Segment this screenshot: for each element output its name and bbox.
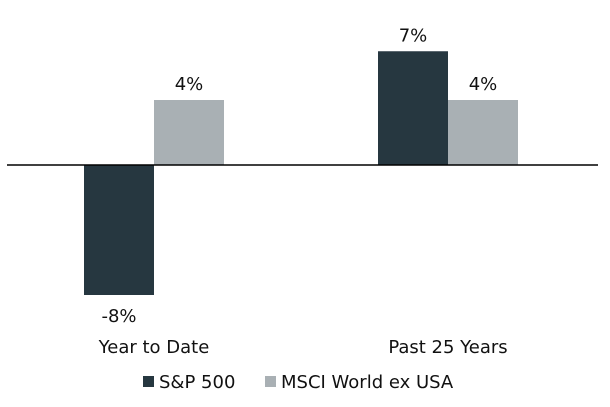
data-label-0-1: 4% [175,74,204,95]
bar-0-1 [154,100,224,165]
legend-swatch-msci [265,376,276,387]
data-label-0-0: -8% [101,306,136,327]
bar-1-0 [378,51,448,165]
bars-group [84,51,518,295]
bar-1-1 [448,100,518,165]
legend-swatch-sp500 [143,376,154,387]
data-label-1-0: 7% [399,25,428,46]
data-label-1-1: 4% [469,74,498,95]
data-labels-group: -8% 4% 7% 4% [101,25,497,327]
bar-0-0 [84,165,154,295]
category-label-1: Past 25 Years [388,337,507,358]
category-labels-group: Year to Date Past 25 Years [98,337,508,358]
legend-label-sp500: S&P 500 [159,372,235,393]
legend: S&P 500 MSCI World ex USA [143,372,454,393]
legend-label-msci: MSCI World ex USA [281,372,454,393]
category-label-0: Year to Date [98,337,210,358]
